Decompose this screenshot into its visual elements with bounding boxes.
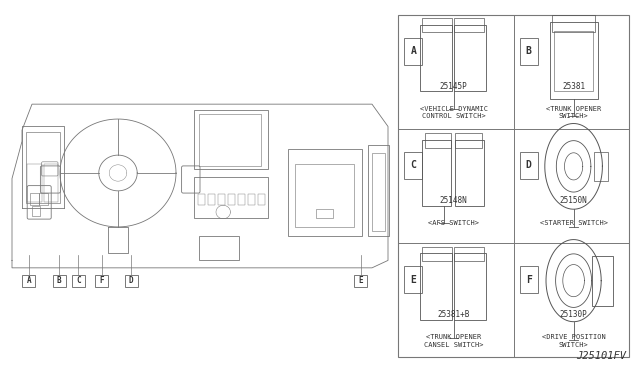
Text: C: C xyxy=(410,160,417,170)
Text: <AFS SWITCH>: <AFS SWITCH> xyxy=(428,220,479,226)
Bar xyxy=(53,275,66,287)
Bar xyxy=(288,149,362,236)
Bar xyxy=(454,25,486,92)
Bar xyxy=(228,194,236,205)
Bar xyxy=(554,31,593,92)
Bar xyxy=(194,177,268,218)
Text: B: B xyxy=(525,46,532,56)
Text: C: C xyxy=(76,276,81,285)
Bar xyxy=(420,25,452,92)
Bar xyxy=(425,133,451,148)
Bar xyxy=(39,193,48,205)
Bar xyxy=(248,194,255,205)
Text: 25130P: 25130P xyxy=(560,310,588,319)
Text: <VEHICLE DYNAMIC
CONTROL SWITCH>: <VEHICLE DYNAMIC CONTROL SWITCH> xyxy=(420,106,488,119)
Bar xyxy=(420,253,452,320)
Text: <TRUNK OPENER
CANSEL SWITCH>: <TRUNK OPENER CANSEL SWITCH> xyxy=(424,334,483,348)
Bar xyxy=(368,145,389,236)
Bar xyxy=(594,152,608,181)
Bar xyxy=(26,132,60,203)
Bar xyxy=(454,253,486,320)
Text: <STARTER SWITCH>: <STARTER SWITCH> xyxy=(540,220,607,226)
Bar xyxy=(72,275,84,287)
Bar xyxy=(520,38,538,65)
Text: 25145P: 25145P xyxy=(440,81,467,90)
Bar xyxy=(422,247,452,261)
Bar xyxy=(238,194,245,205)
Text: D: D xyxy=(129,276,134,285)
Text: F: F xyxy=(99,276,104,285)
Bar xyxy=(218,194,225,205)
Text: E: E xyxy=(358,276,363,285)
Bar xyxy=(22,275,35,287)
Text: 25381: 25381 xyxy=(562,81,585,90)
Text: F: F xyxy=(525,275,532,285)
Bar xyxy=(194,110,268,169)
Bar xyxy=(454,18,484,32)
Bar xyxy=(208,194,215,205)
Bar xyxy=(456,133,482,148)
Bar xyxy=(30,193,39,205)
Bar xyxy=(198,194,205,205)
Bar xyxy=(454,247,484,261)
Bar xyxy=(422,140,451,206)
Bar xyxy=(125,275,138,287)
Bar xyxy=(520,152,538,179)
Bar xyxy=(591,256,613,306)
Bar xyxy=(316,209,333,218)
Text: 25381+B: 25381+B xyxy=(437,310,470,319)
Bar xyxy=(199,114,261,166)
Bar xyxy=(404,38,422,65)
Bar xyxy=(552,15,595,32)
Bar xyxy=(32,206,40,216)
Text: A: A xyxy=(26,276,31,285)
Bar xyxy=(44,164,58,202)
Bar xyxy=(199,236,239,260)
Text: <TRUNK OPENER
SWITCH>: <TRUNK OPENER SWITCH> xyxy=(546,106,601,119)
Bar xyxy=(258,194,265,205)
Bar xyxy=(404,152,422,179)
Bar xyxy=(422,18,452,32)
Bar xyxy=(95,275,108,287)
Bar xyxy=(404,266,422,293)
Bar xyxy=(28,164,42,202)
Text: 25148N: 25148N xyxy=(440,196,467,205)
Bar xyxy=(550,22,598,99)
Bar xyxy=(355,275,367,287)
Bar xyxy=(520,266,538,293)
Bar xyxy=(295,164,355,227)
Bar xyxy=(455,140,484,206)
Text: B: B xyxy=(57,276,61,285)
Text: E: E xyxy=(410,275,417,285)
Text: D: D xyxy=(525,160,532,170)
Text: <DRIVE POSITION
SWITCH>: <DRIVE POSITION SWITCH> xyxy=(541,334,605,348)
Text: 25150N: 25150N xyxy=(560,196,588,205)
Text: J25101FV: J25101FV xyxy=(577,351,627,361)
Text: A: A xyxy=(410,46,417,56)
Bar xyxy=(372,153,385,231)
